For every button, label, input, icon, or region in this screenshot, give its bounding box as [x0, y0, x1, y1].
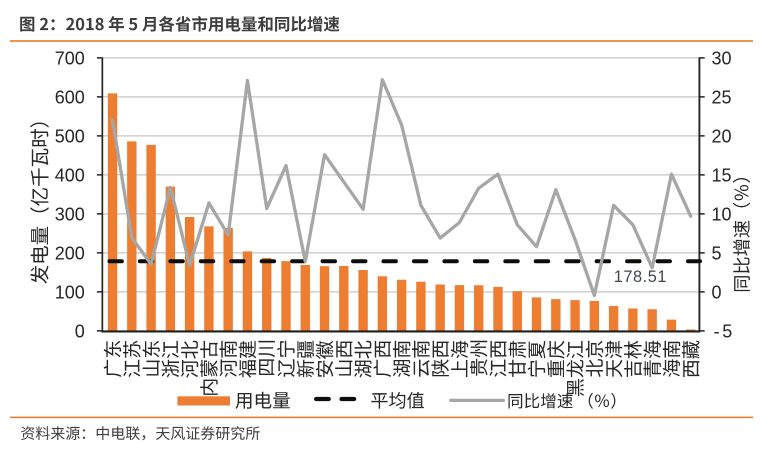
svg-text:0: 0	[75, 321, 85, 341]
svg-text:300: 300	[55, 204, 85, 224]
svg-text:-5: -5	[714, 321, 735, 341]
svg-text:200: 200	[55, 243, 85, 263]
svg-text:400: 400	[55, 165, 85, 185]
svg-text:30: 30	[712, 48, 732, 68]
svg-text:20: 20	[712, 126, 732, 146]
svg-text:5: 5	[712, 243, 722, 263]
svg-text:15: 15	[712, 165, 732, 185]
svg-text:100: 100	[55, 282, 85, 302]
svg-text:700: 700	[55, 48, 85, 68]
svg-text:25: 25	[712, 87, 732, 107]
svg-text:178.51: 178.51	[614, 268, 667, 286]
svg-text:500: 500	[55, 126, 85, 146]
svg-text:600: 600	[55, 87, 85, 107]
svg-text:10: 10	[712, 204, 732, 224]
svg-text:0: 0	[712, 282, 722, 302]
